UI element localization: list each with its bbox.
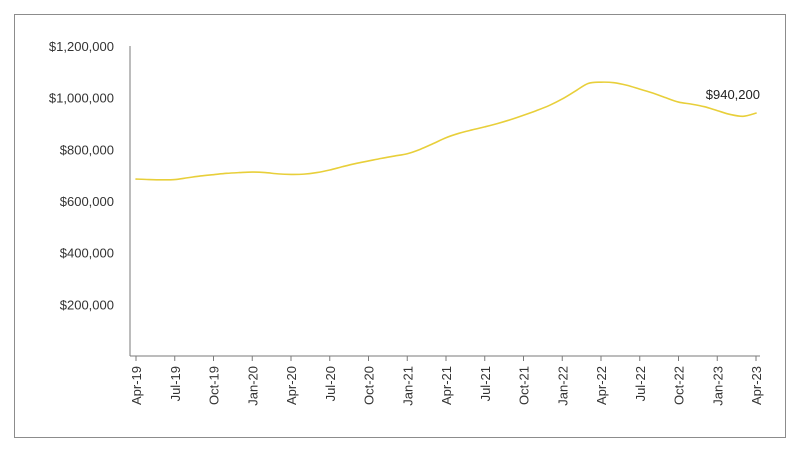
chart-frame [14,14,786,438]
data-point [212,173,215,176]
data-point [574,90,577,93]
x-tick-label: Jan-20 [245,366,260,406]
data-point [483,125,486,128]
x-tick-label: Jul-20 [323,366,338,401]
data-point [625,84,628,87]
data-point [264,171,267,174]
data-point [651,92,654,95]
data-point [755,112,758,115]
data-point [367,159,370,162]
x-tick-label: Oct-21 [517,366,532,405]
data-point [561,97,564,100]
data-point [302,173,305,176]
data-point [328,169,331,172]
last-value-label: $940,200 [706,87,760,102]
data-point [341,165,344,168]
data-point [406,152,409,155]
data-point [419,148,422,151]
data-point [445,136,448,139]
data-point [225,172,228,175]
cropped-caption [0,444,800,453]
x-tick-label: Jan-21 [400,366,415,406]
y-tick-label: $600,000 [60,194,114,209]
y-tick-group: $200,000 $400,000 $600,000 $800,000 $1,000,0… [49,39,114,312]
data-point [160,178,163,181]
data-point [173,178,176,181]
y-tick-label: $200,000 [60,297,114,312]
data-point [251,171,254,174]
x-tick-label: Jul-22 [633,366,648,401]
data-point [664,96,667,99]
data-point [147,178,150,181]
data-point [742,115,745,118]
data-point [612,81,615,84]
data-point [522,114,525,117]
data-point [393,155,396,158]
data-point [199,174,202,177]
data-point [135,178,138,181]
data-point [638,88,641,91]
x-tick-label: Apr-19 [129,366,144,405]
data-point [277,172,280,175]
y-tick-label: $400,000 [60,246,114,261]
data-point [354,162,357,165]
data-point [457,132,460,135]
x-tick-label: Apr-21 [439,366,454,405]
data-point [432,142,435,145]
series-points-group [135,81,758,182]
x-tick-label: Jul-21 [478,366,493,401]
data-point [729,113,732,116]
data-point [690,103,693,106]
data-point [496,122,499,125]
x-tick-label: Oct-22 [672,366,687,405]
y-tick-label: $1,200,000 [49,39,114,54]
data-point [535,109,538,112]
y-tick-label: $800,000 [60,142,114,157]
data-point [587,82,590,85]
data-point [716,109,719,112]
data-point [186,176,189,179]
data-point [470,128,473,131]
price-series-line [135,81,757,181]
y-tick-label: $1,000,000 [49,91,114,106]
data-point [600,81,603,84]
data-point [548,104,551,107]
data-point [677,101,680,104]
x-tick-group: Apr-19 Jul-19 Oct-19 Jan-20 Apr-20 Jul-20 Oct-… [129,356,764,406]
data-point [380,157,383,160]
data-point [290,173,293,176]
x-tick-label: Jul-19 [168,366,183,401]
x-tick-label: Apr-23 [749,366,764,405]
x-tick-label: Oct-19 [207,366,222,405]
x-tick-label: Jan-23 [710,366,725,406]
data-point [238,171,241,174]
data-point [315,171,318,174]
x-tick-label: Oct-20 [362,366,377,405]
x-tick-label: Apr-22 [594,366,609,405]
data-point [509,118,512,121]
x-tick-label: Jan-22 [555,366,570,406]
x-tick-label: Apr-20 [284,366,299,405]
data-point [703,105,706,108]
